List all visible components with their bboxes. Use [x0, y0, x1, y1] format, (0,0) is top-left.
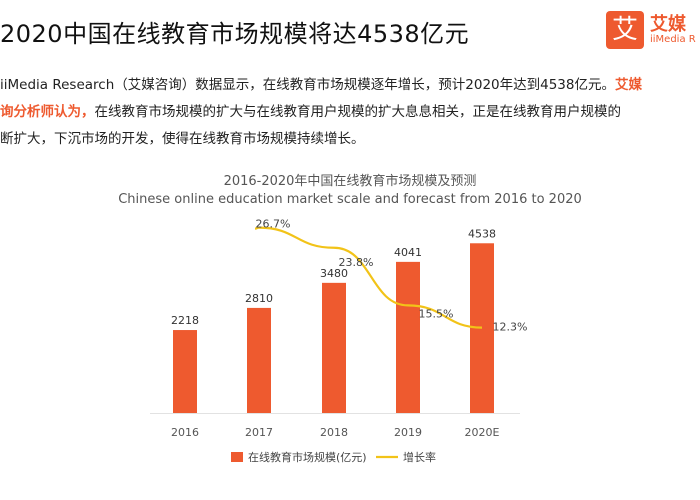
x-tick-label: 2018	[320, 426, 348, 439]
paragraph-line-3-text: 断扩大，下沉市场的开发，使得在线教育市场规模持续增长。	[0, 131, 365, 147]
bar-value-label: 4041	[394, 246, 422, 259]
growth-rate-label: 15.5%	[419, 307, 454, 320]
bar-2017	[247, 307, 271, 413]
x-tick-label: 2016	[171, 426, 199, 439]
paragraph-line-2-highlight: 询分析师认为，	[0, 104, 95, 120]
growth-rate-line	[254, 226, 483, 329]
bar-2018	[322, 282, 346, 413]
logo-subtitle: iiMedia R	[650, 34, 696, 45]
paragraph-line-2-text: 在线教育市场规模的扩大与在线教育用户规模的扩大息息相关，正是在线教育用户规模的	[94, 104, 622, 120]
legend-bar-swatch	[231, 452, 243, 462]
x-tick-label: 2019	[394, 426, 422, 439]
growth-rate-label: 23.8%	[339, 256, 374, 269]
paragraph-line-2: 询分析师认为，在线教育市场规模的扩大与在线教育用户规模的扩大息息相关，正是在线教…	[0, 99, 700, 126]
bar-value-label: 3480	[320, 267, 348, 280]
headline: 2020中国在线教育市场规模将达4538亿元	[0, 20, 470, 48]
paragraph-line-1-highlight: 艾媒	[614, 77, 642, 93]
logo-mark: 艾	[606, 11, 644, 49]
iimedia-logo: 艾 艾媒 iiMedia R	[606, 8, 700, 52]
bar-2019	[396, 261, 420, 413]
x-tick-label: 2017	[245, 426, 273, 439]
description-paragraph: iiMedia Research（艾媒咨询）数据显示，在线教育市场规模逐年增长，…	[0, 72, 700, 153]
paragraph-line-3: 断扩大，下沉市场的开发，使得在线教育市场规模持续增长。	[0, 126, 700, 153]
growth-rate-label: 12.3%	[493, 321, 528, 334]
legend-line-label: 增长率	[403, 450, 436, 464]
chart-subtitle: Chinese online education market scale an…	[118, 192, 582, 207]
legend-bar-label: 在线教育市场规模(亿元)	[248, 450, 367, 464]
bar-2016	[173, 330, 197, 413]
growth-rate-label: 26.7%	[256, 218, 291, 231]
paragraph-line-1-text: iiMedia Research（艾媒咨询）数据显示，在线教育市场规模逐年增长，…	[0, 77, 615, 93]
chart-title: 2016-2020年中国在线教育市场规模及预测	[223, 174, 477, 189]
bar-value-label: 2218	[171, 314, 199, 327]
x-tick-label: 2020E	[465, 426, 500, 439]
bar-value-label: 4538	[468, 227, 496, 240]
paragraph-line-1: iiMedia Research（艾媒咨询）数据显示，在线教育市场规模逐年增长，…	[0, 72, 700, 99]
bar-value-label: 2810	[245, 292, 273, 305]
logo-name: 艾媒	[650, 14, 686, 35]
